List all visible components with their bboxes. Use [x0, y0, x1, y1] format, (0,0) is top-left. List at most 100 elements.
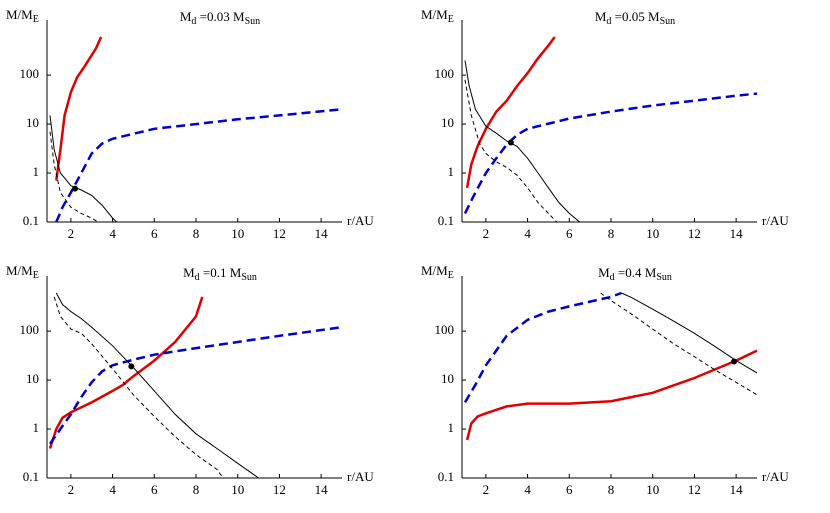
line-series	[463, 92, 758, 214]
x-tick-label: 4	[109, 482, 116, 497]
chart-title-part: d	[610, 272, 615, 283]
x-tick-label: 6	[566, 482, 573, 497]
y-axis-label-part: M/M	[6, 7, 33, 22]
y-axis-label-part: E	[33, 14, 39, 25]
x-tick-label: 4	[524, 226, 531, 241]
y-tick-label: 10	[26, 371, 39, 386]
y-axis-label: M/ME	[421, 7, 454, 25]
intersection-point	[72, 185, 79, 192]
intersection-point	[507, 139, 514, 146]
x-tick-label: 10	[231, 482, 244, 497]
x-tick-label: 2	[483, 482, 490, 497]
chart-title-part: Sun	[660, 16, 676, 27]
line-series	[621, 292, 758, 374]
plot-area	[49, 36, 343, 223]
chart-title-part: Sun	[241, 272, 257, 283]
chart-title: Md =0.05 MSun	[595, 9, 675, 27]
chart-title-part: d	[191, 16, 196, 27]
chart-title: Md =0.03 MSun	[180, 9, 260, 27]
x-tick-label: 12	[273, 226, 286, 241]
chart-title-part: M	[595, 9, 607, 24]
x-tick-label: 14	[730, 226, 744, 241]
x-tick-label: 14	[730, 482, 744, 497]
chart-title-part: d	[606, 16, 611, 27]
x-tick-label: 10	[646, 226, 659, 241]
plot-area	[48, 292, 343, 479]
line-series	[465, 349, 758, 441]
panel: 2 4 6 8 10 12 14 0.1 1 10 100 M/ME Md =0.03 MSun r/AU	[6, 7, 374, 241]
y-tick-label: 1	[33, 164, 40, 179]
y-axis-label: M/ME	[6, 7, 39, 25]
chart-title-part: =0.03 M	[196, 9, 245, 24]
line-series	[55, 36, 103, 181]
x-tick-label: 12	[688, 226, 701, 241]
x-tick-label: 6	[151, 482, 158, 497]
x-tick-label: 10	[646, 482, 659, 497]
x-tick-label: 2	[68, 482, 75, 497]
chart-title: Md =0.1 MSun	[183, 265, 257, 283]
plot-area	[463, 291, 758, 441]
y-axis-label-part: M/M	[421, 7, 448, 22]
x-axis-label: r/AU	[762, 469, 789, 484]
line-series	[55, 108, 343, 223]
x-tick-label: 8	[608, 226, 615, 241]
chart-title-part: =0.4 M	[615, 265, 657, 280]
y-axis-label-part: M/M	[6, 263, 33, 278]
x-tick-label: 14	[315, 482, 329, 497]
panel: 2 4 6 8 10 12 14 0.1 1 10 100 M/ME Md =0.05 MSun r/AU	[421, 7, 789, 241]
line-series	[464, 79, 558, 223]
chart-title-part: =0.1 M	[200, 265, 242, 280]
chart-title-part: Sun	[656, 272, 672, 283]
y-tick-label: 1	[33, 420, 40, 435]
chart-title-part: Sun	[245, 16, 261, 27]
chart-title-part: M	[180, 9, 192, 24]
y-tick-label: 0.1	[438, 213, 454, 228]
y-tick-label: 10	[441, 371, 454, 386]
x-axis-label: r/AU	[347, 469, 374, 484]
line-series	[55, 292, 259, 479]
line-series	[49, 115, 118, 223]
x-tick-label: 4	[109, 226, 116, 241]
line-series	[48, 325, 343, 445]
y-tick-label: 100	[435, 66, 455, 81]
x-tick-label: 8	[608, 482, 615, 497]
y-tick-label: 10	[441, 115, 454, 130]
line-series	[465, 36, 556, 189]
line-series	[463, 291, 622, 404]
y-axis-label-part: E	[448, 14, 454, 25]
chart-title-part: M	[183, 265, 195, 280]
x-tick-label: 4	[524, 482, 531, 497]
y-axis-label: M/ME	[421, 263, 454, 281]
y-tick-label: 0.1	[23, 213, 39, 228]
intersection-point	[731, 358, 738, 365]
line-series	[49, 131, 99, 223]
chart-title-part: =0.05 M	[611, 9, 660, 24]
intersection-point	[128, 363, 135, 370]
line-series	[53, 296, 224, 479]
y-tick-label: 0.1	[438, 469, 454, 484]
plot-area	[463, 36, 758, 223]
y-axis-label-part: E	[33, 270, 39, 281]
x-tick-label: 10	[231, 226, 244, 241]
y-tick-label: 100	[20, 322, 40, 337]
x-tick-label: 2	[68, 226, 75, 241]
y-axis-label: M/ME	[6, 263, 39, 281]
y-tick-label: 0.1	[23, 469, 39, 484]
chart-title-part: d	[195, 272, 200, 283]
y-tick-label: 10	[26, 115, 39, 130]
x-tick-label: 8	[193, 226, 200, 241]
line-series	[600, 292, 758, 396]
chart-title: Md =0.4 MSun	[598, 265, 672, 283]
y-tick-label: 1	[448, 420, 455, 435]
x-tick-label: 8	[193, 482, 200, 497]
line-series	[48, 296, 204, 449]
chart-title-part: M	[598, 265, 610, 280]
x-axis-label: r/AU	[762, 213, 789, 228]
y-tick-label: 1	[448, 164, 455, 179]
panel: 2 4 6 8 10 12 14 0.1 1 10 100 M/ME Md =0.4 MSun r/AU	[421, 263, 789, 497]
y-tick-label: 100	[20, 66, 40, 81]
x-axis-label: r/AU	[347, 213, 374, 228]
y-axis-label-part: M/M	[421, 263, 448, 278]
x-tick-label: 12	[688, 482, 701, 497]
